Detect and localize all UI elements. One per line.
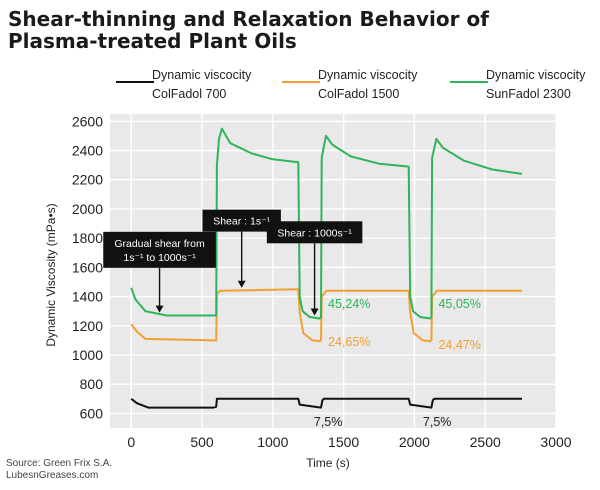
legend-swatch-colfadol-700 bbox=[116, 81, 154, 83]
legend-label-colfadol-700: Dynamic viscocity ColFadol 700 bbox=[152, 68, 252, 101]
chart-title: Shear-thinning and Relaxation Behavior o… bbox=[8, 8, 489, 52]
callout-text: Gradual shear from bbox=[114, 238, 205, 250]
callout-arrowhead bbox=[155, 305, 164, 313]
y-tick-label: 1600 bbox=[72, 259, 103, 275]
data-label: 7,5% bbox=[314, 415, 343, 429]
y-axis-ticks: 600 800 1000 1200 1400 1600 1800 2000 2200 2400 26… bbox=[72, 113, 103, 421]
x-tick-label: 2500 bbox=[470, 434, 501, 450]
source-note: Source: Green Frix S.A. LubesnGreases.co… bbox=[6, 458, 112, 482]
x-tick-label: 2000 bbox=[399, 434, 430, 450]
y-tick-label: 1200 bbox=[72, 318, 103, 334]
x-tick-label: 1500 bbox=[328, 434, 359, 450]
callout-box bbox=[202, 209, 281, 232]
legend-label-colfadol-1500: Dynamic viscocity ColFadol 1500 bbox=[318, 68, 418, 101]
y-tick-label: 2600 bbox=[72, 113, 103, 129]
data-labels: 45,24% 24,65% 45,05% 24,47% 7,5% 7,5% bbox=[314, 297, 481, 429]
callout-text: Shear : 1s⁻¹ bbox=[213, 216, 270, 228]
x-tick-label: 500 bbox=[190, 434, 214, 450]
data-label: 24,65% bbox=[328, 335, 370, 349]
chart-title-line-1: Shear-thinning and Relaxation Behavior o… bbox=[8, 7, 489, 31]
x-tick-label: 1000 bbox=[257, 434, 288, 450]
y-tick-label: 2400 bbox=[72, 143, 103, 159]
y-tick-label: 1400 bbox=[72, 289, 103, 305]
data-label: 45,05% bbox=[438, 297, 480, 311]
callout-box bbox=[266, 221, 363, 244]
source-line-1: Source: Green Frix S.A. bbox=[6, 458, 113, 469]
legend-label-sunfadol-2300: Dynamic viscocity SunFadol 2300 bbox=[486, 68, 586, 101]
callout-box bbox=[103, 231, 216, 268]
y-tick-label: 2200 bbox=[72, 172, 103, 188]
legend-swatch-colfadol-1500 bbox=[282, 81, 320, 83]
data-label: 45,24% bbox=[328, 297, 370, 311]
callout-0: Gradual shear from 1s⁻¹ to 1000s⁻¹ bbox=[103, 231, 216, 313]
x-tick-label: 0 bbox=[127, 434, 135, 450]
y-tick-label: 1800 bbox=[72, 230, 103, 246]
callout-text: Shear : 1000s⁻¹ bbox=[277, 227, 352, 239]
data-label: 7,5% bbox=[423, 415, 452, 429]
y-tick-label: 2000 bbox=[72, 201, 103, 217]
legend-swatch-sunfadol-2300 bbox=[450, 81, 488, 83]
callout-arrowhead bbox=[310, 308, 319, 316]
callout-1: Shear : 1s⁻¹ bbox=[202, 209, 281, 288]
data-label: 24,47% bbox=[438, 338, 480, 352]
plot-area bbox=[110, 114, 556, 428]
callout-text: 1s⁻¹ to 1000s⁻¹ bbox=[123, 252, 196, 264]
y-tick-label: 1000 bbox=[72, 347, 103, 363]
callout-arrowhead bbox=[237, 280, 246, 288]
x-axis-ticks: 0 500 1000 1500 2000 2500 3000 bbox=[127, 434, 571, 450]
chart-title-line-2: Plasma-treated Plant Oils bbox=[8, 29, 297, 53]
y-tick-label: 800 bbox=[80, 376, 104, 392]
source-line-2: LubesnGreases.com bbox=[6, 470, 99, 481]
series-line-1 bbox=[130, 288, 522, 343]
annotations: Gradual shear from 1s⁻¹ to 1000s⁻¹ Shear :… bbox=[103, 209, 363, 316]
x-axis-title: Time (s) bbox=[306, 456, 350, 470]
y-axis-title: Dynamic Viscosity (mPa•s) bbox=[44, 203, 58, 346]
x-tick-label: 3000 bbox=[540, 434, 571, 450]
callout-2: Shear : 1000s⁻¹ bbox=[266, 221, 363, 316]
y-tick-label: 600 bbox=[80, 405, 104, 421]
series-line-0 bbox=[130, 397, 522, 409]
